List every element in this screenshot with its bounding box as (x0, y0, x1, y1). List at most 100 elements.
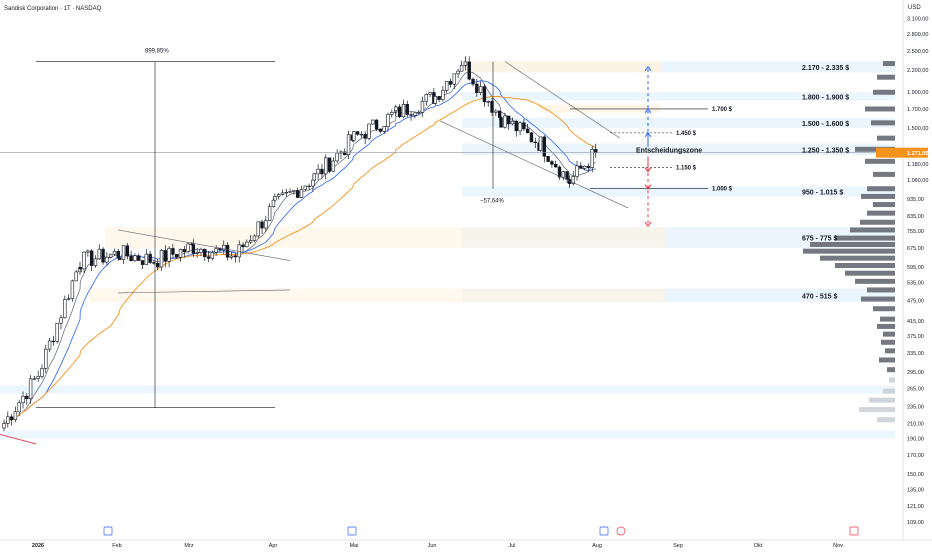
candle-body[interactable] (390, 112, 394, 115)
candle-body[interactable] (475, 83, 479, 93)
candle-body[interactable] (518, 122, 522, 132)
candle-body[interactable] (542, 136, 547, 157)
candle-body[interactable] (506, 115, 511, 125)
candle-body[interactable] (533, 141, 537, 144)
candle-body[interactable] (441, 89, 445, 100)
candle-body[interactable] (437, 96, 441, 100)
candle-body[interactable] (178, 249, 183, 258)
earnings-event-icon[interactable] (849, 526, 859, 536)
candle-body[interactable] (59, 317, 63, 324)
candle-body[interactable] (557, 166, 562, 178)
candle-body[interactable] (327, 157, 332, 172)
candle-body[interactable] (561, 171, 566, 178)
candle-body[interactable] (324, 157, 328, 175)
candle-body[interactable] (546, 155, 550, 162)
candle-body[interactable] (125, 245, 130, 257)
candle-body[interactable] (21, 395, 25, 404)
candle-body[interactable] (471, 78, 475, 85)
candle-body[interactable] (582, 165, 587, 169)
candle-body[interactable] (97, 248, 101, 260)
candle-body[interactable] (335, 152, 339, 162)
candle-body[interactable] (299, 188, 304, 198)
candle-body[interactable] (374, 119, 379, 130)
candle-body[interactable] (355, 131, 360, 135)
candle-body[interactable] (199, 248, 203, 253)
earnings-event-icon[interactable] (347, 526, 357, 536)
candle-body[interactable] (586, 165, 591, 168)
candle-body[interactable] (363, 133, 367, 139)
candle-body[interactable] (70, 280, 75, 299)
candle-body[interactable] (267, 206, 272, 221)
candle-body[interactable] (252, 235, 257, 241)
candle-body[interactable] (565, 171, 569, 180)
candle-body[interactable] (118, 257, 122, 260)
candle-body[interactable] (89, 250, 94, 266)
candle-body[interactable] (9, 416, 14, 420)
candle-body[interactable] (312, 173, 317, 181)
candle-body[interactable] (525, 128, 530, 134)
candle-body[interactable] (550, 161, 554, 165)
candle-body[interactable] (167, 248, 171, 262)
candle-body[interactable] (256, 221, 260, 237)
candle-body[interactable] (47, 340, 52, 350)
candle-body[interactable] (74, 271, 78, 282)
candle-body[interactable] (156, 262, 160, 268)
candle-body[interactable] (152, 262, 156, 264)
candle-body[interactable] (264, 220, 268, 229)
candle-body[interactable] (133, 255, 137, 262)
candle-body[interactable] (320, 168, 324, 175)
candle-body[interactable] (413, 112, 417, 116)
candle-body[interactable] (538, 136, 543, 151)
candle-body[interactable] (424, 94, 428, 102)
candle-body[interactable] (175, 254, 179, 258)
candle-body[interactable] (394, 106, 398, 112)
candle-body[interactable] (433, 96, 438, 104)
candle-body[interactable] (233, 255, 238, 258)
candle-body[interactable] (40, 368, 44, 377)
candle-body[interactable] (486, 101, 490, 103)
candle-body[interactable] (503, 115, 507, 128)
candle-body[interactable] (28, 378, 33, 400)
candle-body[interactable] (371, 119, 375, 125)
candle-body[interactable] (352, 131, 356, 141)
candle-body[interactable] (510, 120, 515, 125)
candle-body[interactable] (359, 133, 364, 136)
candle-body[interactable] (93, 258, 98, 266)
candle-body[interactable] (171, 248, 175, 255)
candle-body[interactable] (420, 100, 425, 113)
candle-body[interactable] (241, 244, 245, 248)
candle-body[interactable] (292, 190, 296, 192)
candle-body[interactable] (101, 248, 105, 263)
candle-body[interactable] (494, 110, 498, 113)
candle-body[interactable] (307, 185, 311, 188)
candle-body[interactable] (459, 65, 464, 72)
candle-body[interactable] (186, 243, 190, 252)
candle-body[interactable] (86, 250, 90, 253)
candle-body[interactable] (195, 252, 199, 254)
candle-body[interactable] (386, 114, 390, 127)
candle-body[interactable] (140, 260, 145, 265)
candle-body[interactable] (63, 299, 67, 319)
candle-body[interactable] (2, 423, 6, 429)
candle-body[interactable] (214, 248, 218, 253)
candle-body[interactable] (112, 251, 117, 255)
candle-body[interactable] (590, 149, 594, 168)
candle-body[interactable] (382, 126, 386, 132)
candle-body[interactable] (105, 256, 109, 263)
candle-body[interactable] (428, 92, 432, 95)
candle-body[interactable] (378, 128, 383, 132)
candle-body[interactable] (237, 244, 241, 258)
candle-body[interactable] (245, 241, 249, 248)
candle-body[interactable] (51, 340, 56, 343)
candle-body[interactable] (445, 81, 449, 91)
candle-body[interactable] (497, 110, 502, 118)
candle-body[interactable] (225, 244, 230, 258)
candle-body[interactable] (248, 240, 253, 243)
candle-body[interactable] (116, 251, 120, 259)
candle-body[interactable] (478, 86, 483, 93)
candle-body[interactable] (405, 103, 409, 115)
candle-body[interactable] (401, 103, 406, 118)
candle-body[interactable] (288, 191, 292, 193)
candle-body[interactable] (276, 194, 281, 197)
